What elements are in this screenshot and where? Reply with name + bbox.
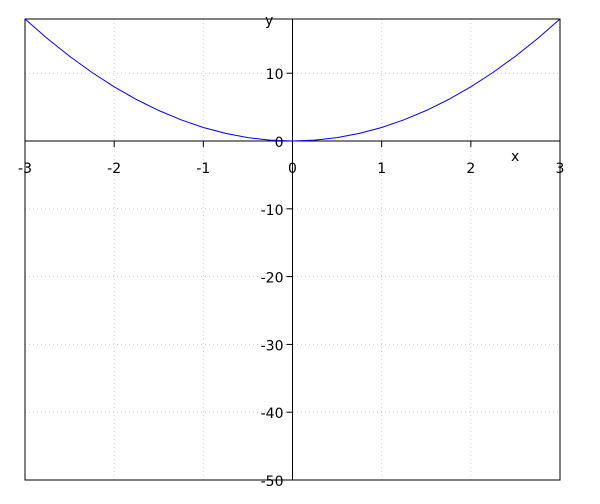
x-tick-label: -2 — [107, 161, 121, 177]
y-tick-label: -30 — [261, 338, 284, 354]
series-line — [24, 18, 561, 142]
axes — [24, 19, 561, 481]
y-tick-label: -20 — [261, 271, 284, 287]
y-axis-label: y — [265, 13, 273, 29]
y-tick-label: -10 — [261, 203, 284, 219]
x-tick-label: 2 — [466, 161, 475, 177]
series — [24, 18, 561, 142]
x-tick-label: 1 — [377, 161, 386, 177]
y-tick-label: 0 — [275, 135, 284, 151]
x-tick-label: 0 — [288, 161, 297, 177]
x-axis-label: x — [511, 149, 519, 165]
y-tick-label: 10 — [266, 67, 284, 83]
y-tick-label: -50 — [261, 474, 284, 490]
y-tick-label: -40 — [261, 406, 284, 422]
x-tick-label: -1 — [196, 161, 210, 177]
grid — [25, 19, 560, 480]
x-tick-label: -3 — [18, 161, 32, 177]
x-tick-label: 3 — [556, 161, 565, 177]
